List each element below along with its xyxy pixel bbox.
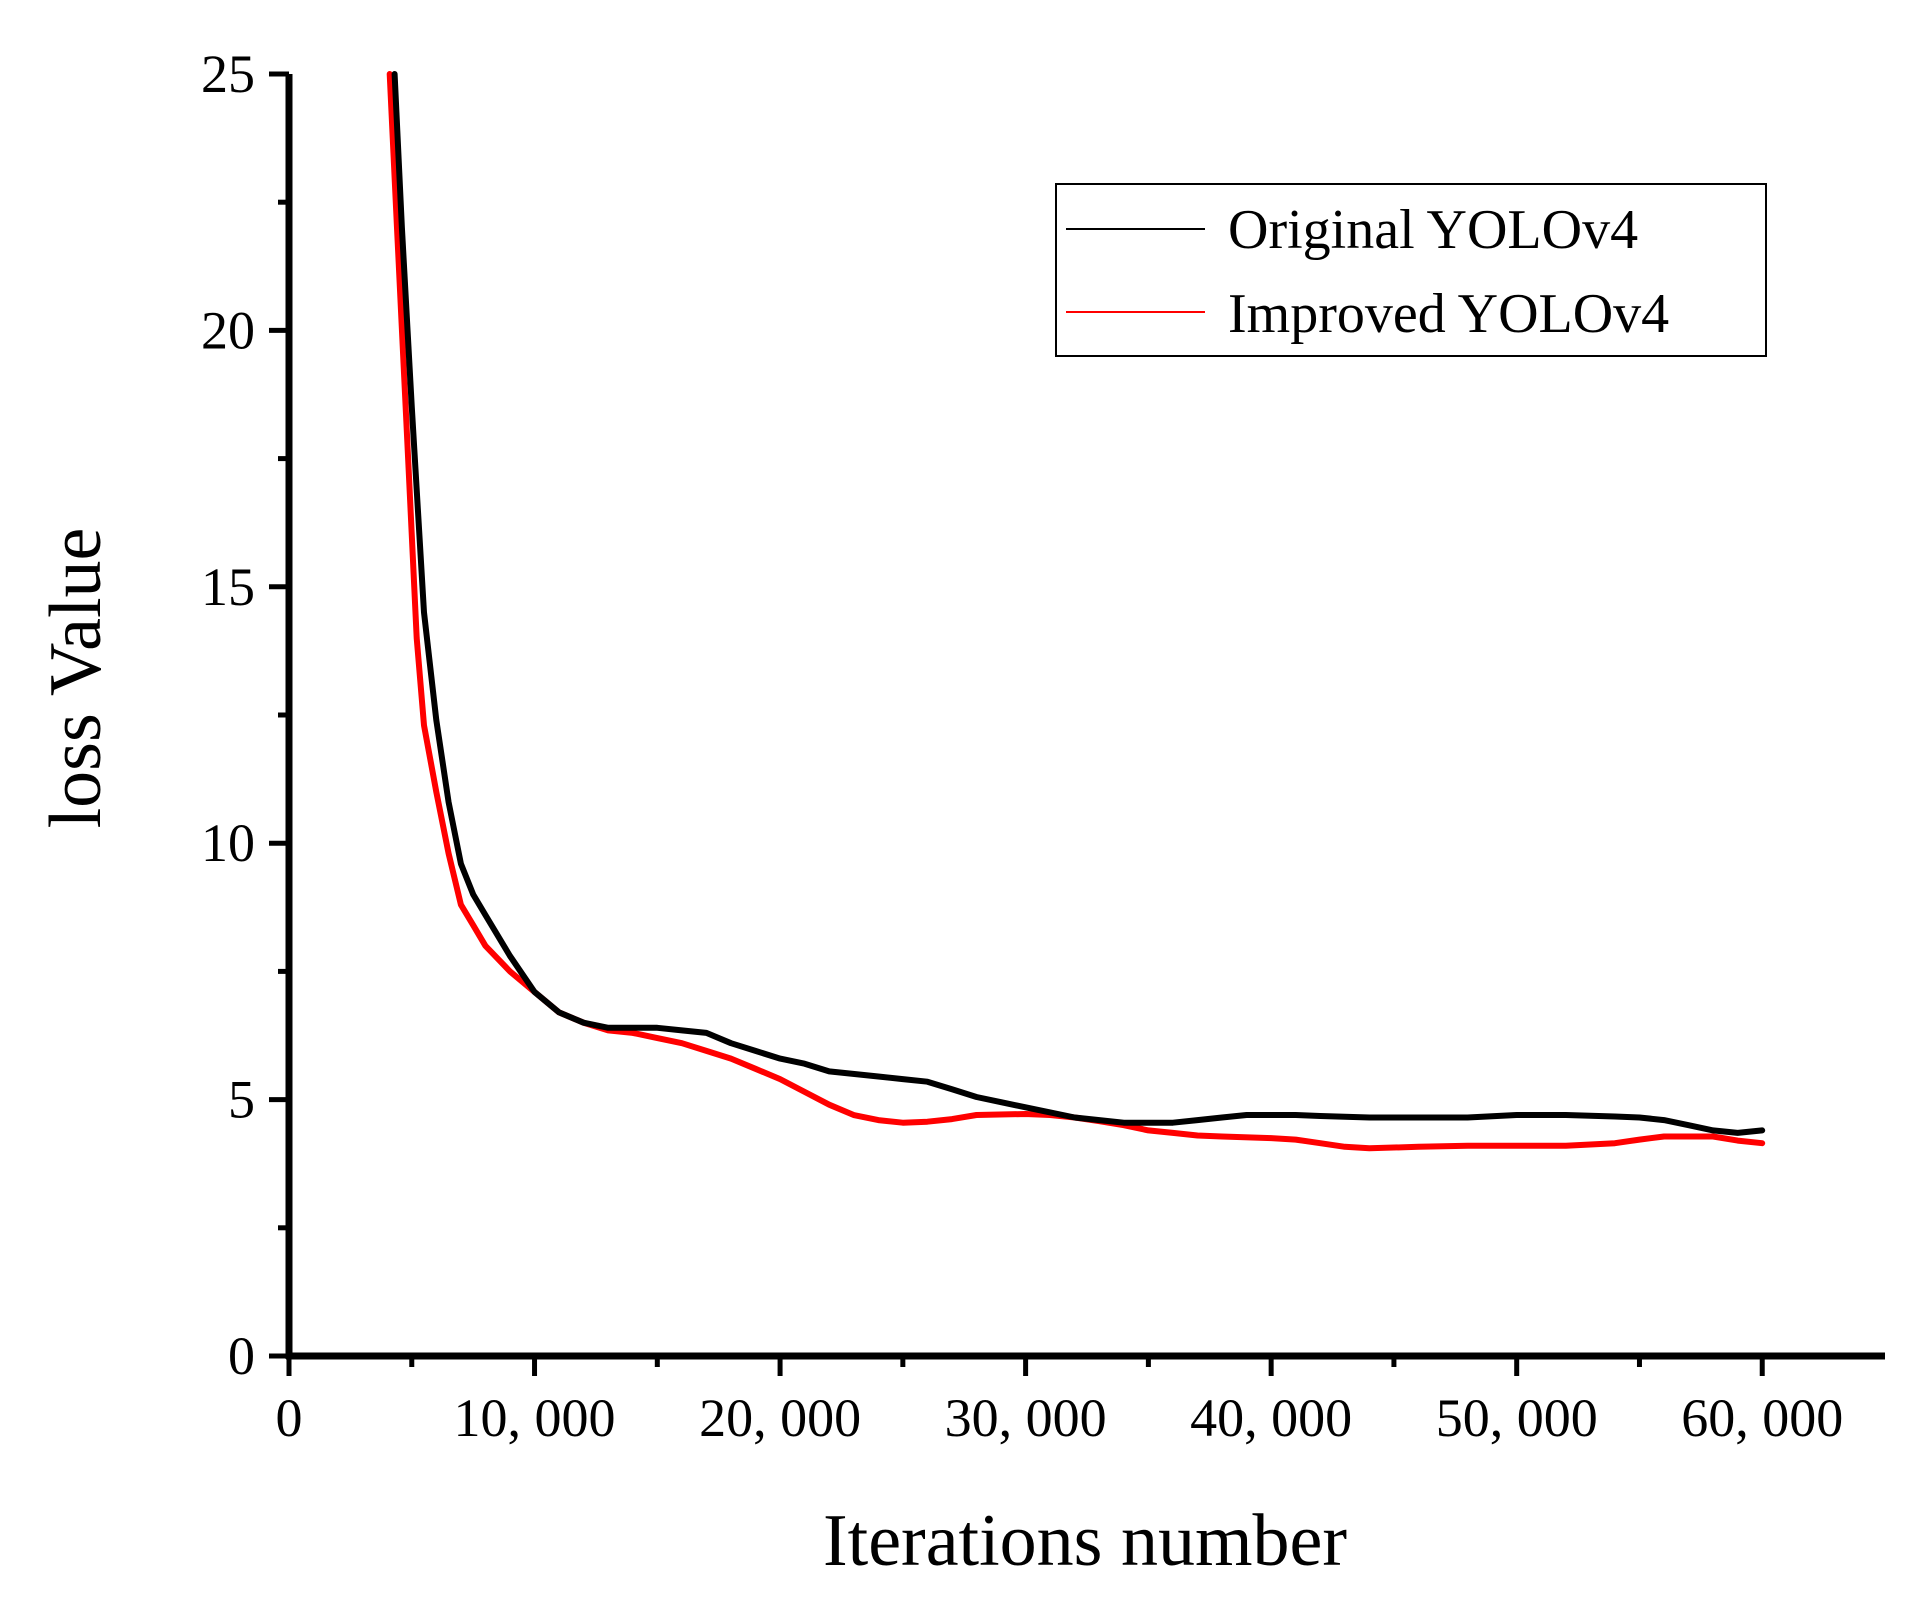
x-tick-label: 60, 000 [1681, 1388, 1843, 1448]
series-line-original-yolov4 [391, 71, 1766, 1136]
y-tick-label: 15 [201, 557, 255, 617]
x-tick-label: 0 [276, 1388, 303, 1448]
series-layer [386, 71, 1766, 1152]
x-axis-ticks: 0 10, 000 20, 000 30, 000 40, 000 50, 000 60, … [276, 1356, 1843, 1448]
x-tick-label: 20, 000 [699, 1388, 861, 1448]
y-tick-label: 25 [201, 44, 255, 104]
axes-layer: 0 5 10 15 20 25 0 10, 000 20, 000 30, 000 40, 000… [201, 44, 1885, 1448]
legend-box [1055, 183, 1767, 357]
x-tick-label: 40, 000 [1190, 1388, 1352, 1448]
x-tick-label: 30, 000 [945, 1388, 1107, 1448]
y-axis-ticks: 0 5 10 15 20 25 [201, 44, 289, 1386]
x-tick-label: 50, 000 [1436, 1388, 1598, 1448]
series-line-improved-yolov4 [386, 71, 1766, 1152]
legend-label-original-yolov4: Original YOLOv4 [1228, 199, 1638, 261]
legend: Original YOLOv4 Improved YOLOv4 [1055, 183, 1767, 357]
x-axis-title: Iterations number [823, 1500, 1347, 1582]
legend-label-improved-yolov4: Improved YOLOv4 [1228, 283, 1669, 345]
y-tick-label: 0 [228, 1326, 255, 1386]
x-tick-label: 10, 000 [454, 1388, 616, 1448]
y-tick-label: 10 [201, 813, 255, 873]
y-tick-label: 5 [228, 1070, 255, 1130]
y-tick-label: 20 [201, 300, 255, 360]
y-axis-title: loss Value [35, 528, 117, 829]
